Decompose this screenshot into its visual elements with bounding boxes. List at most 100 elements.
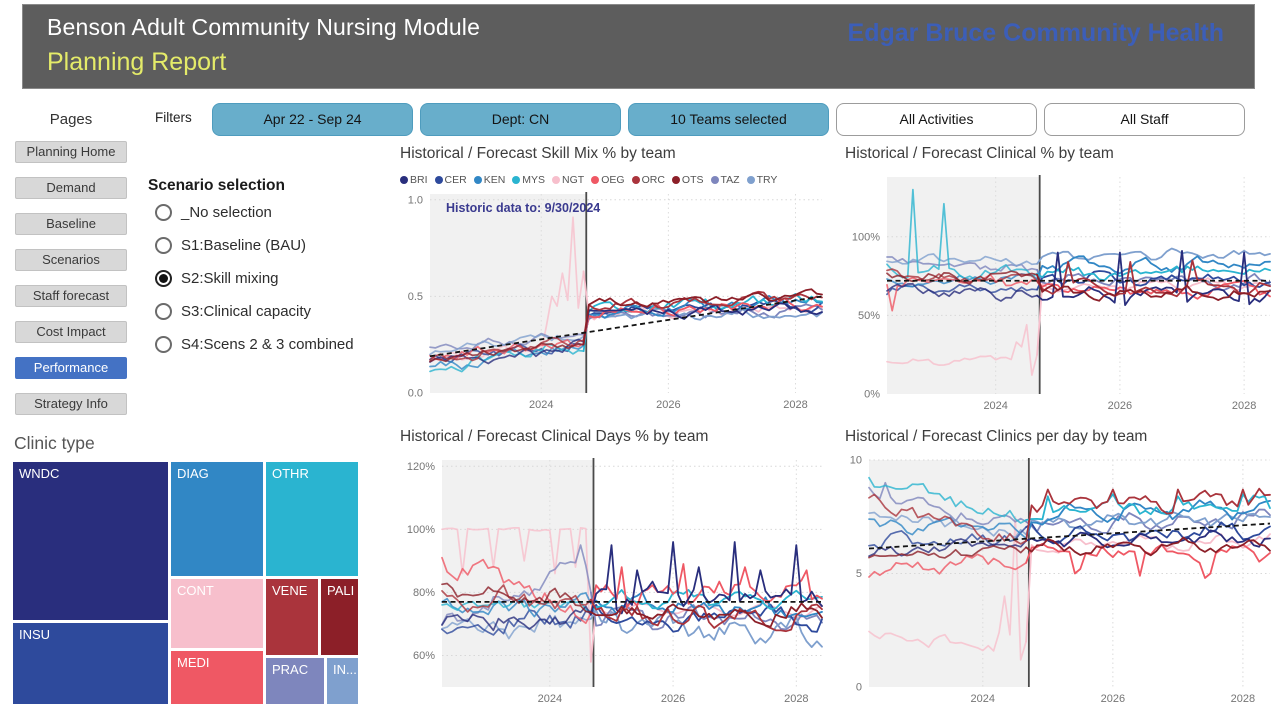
treemap-block-wndc[interactable]: WNDC bbox=[13, 462, 168, 620]
line-ngt-historic bbox=[429, 216, 585, 363]
line-ken-forecast bbox=[1025, 499, 1271, 540]
sidebar-item-strategy-info[interactable]: Strategy Info bbox=[15, 393, 127, 415]
legend-try[interactable]: TRY bbox=[746, 174, 777, 186]
line-ots-historic bbox=[886, 270, 1038, 285]
treemap-block-label: MEDI bbox=[177, 655, 210, 670]
line-taz-historic bbox=[868, 481, 1027, 526]
line-oeg-historic bbox=[886, 273, 1038, 312]
scenario-option-s4-scens-2-3-combined[interactable]: S4:Scens 2 & 3 combined bbox=[155, 328, 354, 361]
filter-all-activities[interactable]: All Activities bbox=[836, 103, 1037, 136]
line-taz-historic bbox=[886, 256, 1038, 272]
treemap-block-label: WNDC bbox=[19, 466, 60, 481]
filter-bar: Apr 22 - Sep 24 Dept: CN 10 Teams selected… bbox=[212, 103, 1245, 136]
chart-clinical-days: Historical / Forecast Clinical Days % by… bbox=[400, 428, 830, 711]
legend-dot-icon bbox=[631, 176, 640, 184]
filter-10-teams-selected[interactable]: 10 Teams selected bbox=[628, 103, 829, 136]
legend-label: ORC bbox=[641, 174, 665, 186]
legend-mys[interactable]: MYS bbox=[512, 174, 545, 186]
sidebar-item-staff-forecast[interactable]: Staff forecast bbox=[15, 285, 127, 307]
treemap-block-cont[interactable]: CONT bbox=[171, 579, 263, 648]
filter-all-staff[interactable]: All Staff bbox=[1044, 103, 1245, 136]
line-ken-forecast bbox=[582, 295, 823, 347]
scenario-radio-group: _No selection S1:Baseline (BAU) S2:Skill m… bbox=[155, 196, 354, 361]
line-bri-historic bbox=[886, 283, 1038, 302]
line-try-historic bbox=[868, 511, 1027, 539]
org-name: Edgar Bruce Community Health bbox=[847, 19, 1224, 47]
line-cer-forecast bbox=[1025, 521, 1271, 545]
reference-dashed-line bbox=[868, 522, 1271, 550]
report-title: Benson Adult Community Nursing Module bbox=[47, 14, 481, 40]
treemap-block-pali[interactable]: PALI bbox=[321, 579, 358, 655]
legend-ots[interactable]: OTS bbox=[671, 174, 704, 186]
filter-apr-22-sep-24[interactable]: Apr 22 - Sep 24 bbox=[212, 103, 413, 136]
line-taz-forecast bbox=[589, 591, 823, 631]
line-try-forecast bbox=[589, 607, 823, 649]
line-try-forecast bbox=[1036, 247, 1271, 265]
line-ots-forecast bbox=[1025, 536, 1271, 557]
radio-icon[interactable] bbox=[155, 270, 172, 287]
radio-icon[interactable] bbox=[155, 237, 172, 254]
line-taz-forecast bbox=[1025, 508, 1271, 534]
svg-text:80%: 80% bbox=[413, 587, 435, 599]
filter-dept-cn[interactable]: Dept: CN bbox=[420, 103, 621, 136]
sidebar-item-planning-home[interactable]: Planning Home bbox=[15, 141, 127, 163]
filters-label: Filters bbox=[155, 110, 192, 125]
legend-oeg[interactable]: OEG bbox=[591, 174, 625, 186]
clinical-pct-plot[interactable]: 0% 50% 100% 2024 2026 2028 bbox=[845, 171, 1278, 418]
scenario-option-s2-skill-mixing[interactable]: S2:Skill mixing bbox=[155, 262, 354, 295]
radio-icon[interactable] bbox=[155, 303, 172, 320]
line-try-forecast bbox=[582, 307, 823, 338]
legend-ngt[interactable]: NGT bbox=[552, 174, 584, 186]
treemap-block-othr[interactable]: OTHR bbox=[266, 462, 358, 576]
treemap-block-label: DIAG bbox=[177, 466, 209, 481]
svg-text:2024: 2024 bbox=[971, 693, 995, 705]
reference-dashed-line bbox=[429, 295, 823, 358]
treemap-block-medi[interactable]: MEDI bbox=[171, 651, 263, 704]
treemap-block-prac[interactable]: PRAC bbox=[266, 658, 324, 704]
line-ots-historic bbox=[429, 342, 585, 363]
svg-text:0: 0 bbox=[856, 682, 862, 694]
line-oeg-historic bbox=[868, 553, 1027, 578]
legend-taz[interactable]: TAZ bbox=[710, 174, 740, 186]
chart-title-skill-mix: Historical / Forecast Skill Mix % by tea… bbox=[400, 145, 676, 162]
svg-text:2026: 2026 bbox=[1108, 400, 1132, 412]
scenario-option-s1-baseline-bau[interactable]: S1:Baseline (BAU) bbox=[155, 229, 354, 262]
scenario-option-no-selection[interactable]: _No selection bbox=[155, 196, 354, 229]
legend-bri[interactable]: BRI bbox=[400, 174, 428, 186]
line-ots-forecast bbox=[589, 602, 823, 628]
scenario-option-label: S2:Skill mixing bbox=[181, 270, 279, 287]
clinic-type-treemap: WNDC INSU DIAG OTHR CONT MEDI VENE PALI PRAC IN..… bbox=[13, 462, 358, 704]
sidebar-item-cost-impact[interactable]: Cost Impact bbox=[15, 321, 127, 343]
legend-label: KEN bbox=[483, 174, 506, 186]
line-bri-forecast bbox=[1036, 250, 1271, 307]
radio-icon[interactable] bbox=[155, 336, 172, 353]
line-ots-forecast bbox=[582, 288, 823, 346]
treemap-block-in[interactable]: IN... bbox=[327, 658, 358, 704]
scenario-option-s3-clinical-capacity[interactable]: S3:Clinical capacity bbox=[155, 295, 354, 328]
line-ots-historic bbox=[441, 582, 592, 613]
line-mys-forecast bbox=[1036, 265, 1271, 282]
treemap-block-insu[interactable]: INSU bbox=[13, 623, 168, 704]
svg-text:50%: 50% bbox=[858, 310, 880, 322]
legend-cer[interactable]: CER bbox=[434, 174, 467, 186]
svg-text:2024: 2024 bbox=[538, 693, 562, 705]
treemap-block-diag[interactable]: DIAG bbox=[171, 462, 263, 576]
line-oeg-historic bbox=[441, 556, 592, 625]
legend-orc[interactable]: ORC bbox=[631, 174, 665, 186]
skill-mix-plot[interactable]: 0.0 0.5 1.0 2024 2026 2028 Historic data to: 9… bbox=[400, 188, 830, 417]
sidebar-item-demand[interactable]: Demand bbox=[15, 177, 127, 199]
treemap-block-vene[interactable]: VENE bbox=[266, 579, 318, 655]
radio-icon[interactable] bbox=[155, 204, 172, 221]
line-ots-historic bbox=[868, 545, 1027, 559]
line-bri-historic bbox=[868, 538, 1027, 558]
legend-ken[interactable]: KEN bbox=[473, 174, 506, 186]
clinical-days-plot[interactable]: 60% 80% 100% 120% 2024 2026 2028 bbox=[400, 454, 830, 711]
sidebar-item-performance[interactable]: Performance bbox=[15, 357, 127, 379]
clinics-per-day-plot[interactable]: 0 5 10 2024 2026 2028 bbox=[845, 454, 1278, 711]
sidebar-item-scenarios[interactable]: Scenarios bbox=[15, 249, 127, 271]
svg-text:2026: 2026 bbox=[1101, 693, 1125, 705]
clinic-type-title: Clinic type bbox=[14, 433, 95, 453]
chart-title-clinical-days: Historical / Forecast Clinical Days % by… bbox=[400, 428, 709, 445]
sidebar-item-baseline[interactable]: Baseline bbox=[15, 213, 127, 235]
